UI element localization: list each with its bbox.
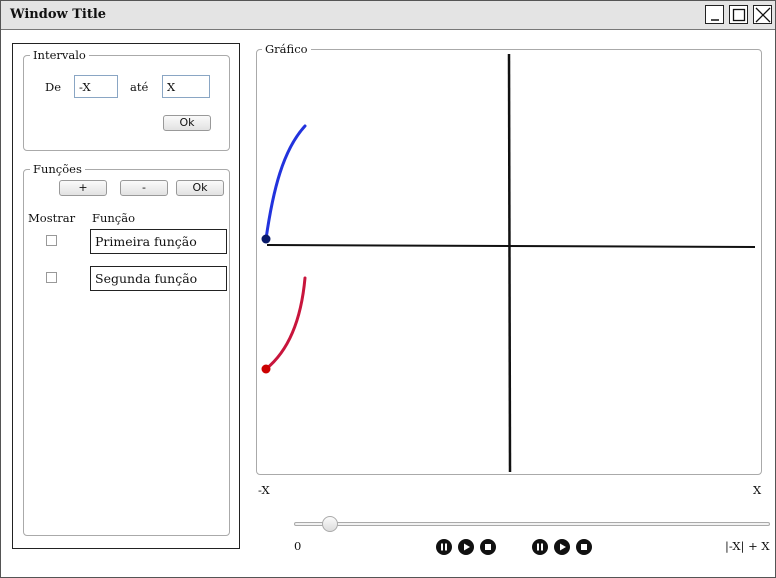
slider-min-label: 0 [294,539,302,553]
functions-ok-button[interactable]: Ok [176,180,224,196]
maximize-icon [732,8,746,22]
time-slider-track[interactable] [294,522,770,526]
title-bar: Window Title [1,1,775,30]
interval-group: Intervalo [23,48,230,151]
time-slider-thumb[interactable] [322,516,338,532]
function-2-curve [264,276,307,371]
slider-max-label: |-X| + X [725,539,770,553]
function-1-curve [264,124,307,241]
interval-ok-button[interactable]: Ok [163,115,211,131]
minimize-button[interactable] [705,5,724,24]
pause-icon[interactable] [436,539,452,555]
x-min-label: -X [258,483,270,497]
window-title: Window Title [10,7,107,22]
function-2-field[interactable]: Segunda função [90,266,227,291]
close-icon [755,7,771,23]
maximize-button[interactable] [729,5,748,24]
y-axis [507,53,512,473]
from-input[interactable]: -X [74,75,118,98]
function-2-point[interactable] [261,364,271,374]
show-function-2-checkbox[interactable] [46,272,57,283]
x-axis [266,244,756,248]
function-1-point[interactable] [261,234,271,244]
close-button[interactable] [753,5,772,24]
play-icon[interactable] [458,539,474,555]
from-label: De [45,80,62,94]
minimize-icon [711,19,719,21]
x-max-label: X [753,483,762,497]
to-label: até [130,80,149,94]
show-column-header: Mostrar [28,211,76,225]
graph-group [256,49,762,475]
to-input[interactable]: X [162,75,210,98]
remove-function-button[interactable]: - [120,180,168,196]
graph-canvas [261,53,756,473]
functions-group: Funções [23,162,230,536]
play-icon[interactable] [554,539,570,555]
functions-legend: Funções [33,162,82,176]
function-column-header: Função [92,211,136,225]
graph-legend: Gráfico [262,42,311,56]
stop-icon[interactable] [480,539,496,555]
stop-icon[interactable] [576,539,592,555]
show-function-1-checkbox[interactable] [46,235,57,246]
pause-icon[interactable] [532,539,548,555]
add-function-button[interactable]: + [59,180,107,196]
interval-legend: Intervalo [33,48,86,62]
function-1-field[interactable]: Primeira função [90,229,227,254]
